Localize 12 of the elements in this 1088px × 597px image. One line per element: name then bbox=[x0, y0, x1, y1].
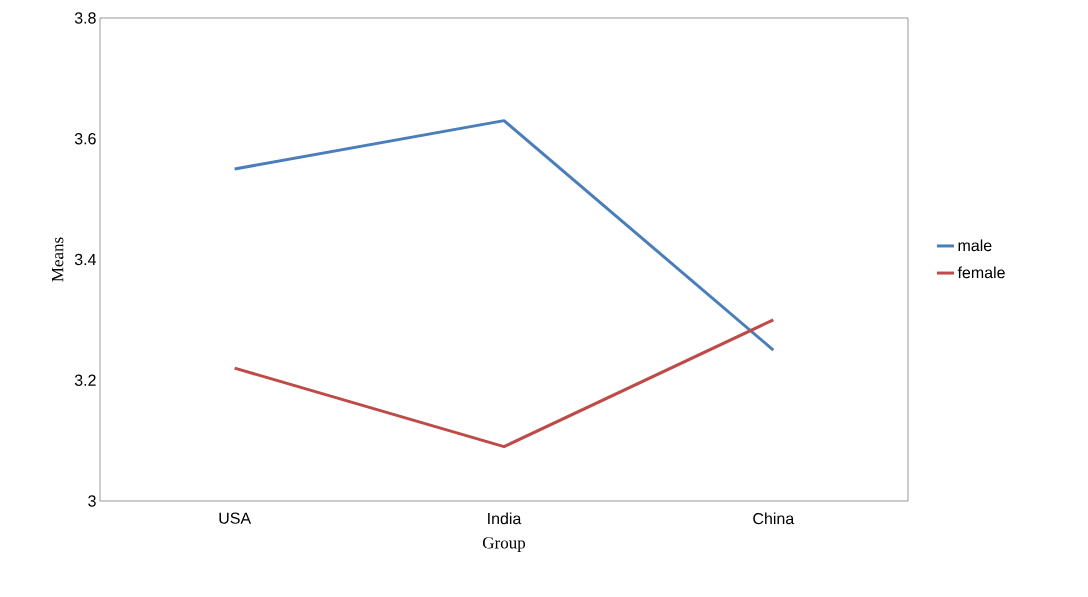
x-axis-title: Group bbox=[482, 537, 526, 553]
legend-label: male bbox=[958, 239, 992, 252]
y-tick-label: 3.8 bbox=[74, 12, 96, 24]
y-tick-label: 3 bbox=[88, 495, 96, 507]
legend-label: female bbox=[957, 266, 1005, 279]
x-tick-label: USA bbox=[219, 512, 252, 524]
y-tick-label: 3.2 bbox=[74, 374, 96, 386]
y-tick-label: 3.4 bbox=[74, 253, 96, 266]
x-tick-label: China bbox=[753, 512, 795, 525]
x-tick-label: India bbox=[488, 512, 522, 525]
y-axis-title: Means bbox=[52, 237, 64, 282]
y-tick-label: 3.6 bbox=[74, 133, 96, 145]
